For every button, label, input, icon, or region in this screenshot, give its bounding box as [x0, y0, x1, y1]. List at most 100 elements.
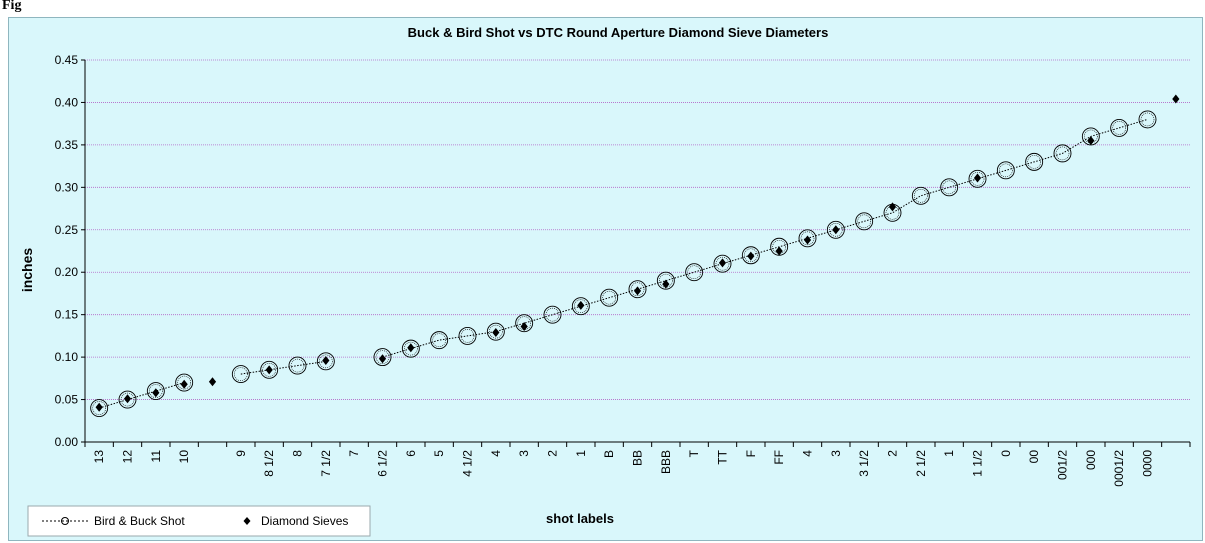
bird-buck-shot-point-inner — [432, 333, 446, 347]
x-tick-label: 6 1/2 — [376, 450, 390, 477]
bird-buck-shot-point-inner — [659, 273, 673, 288]
x-tick-label: 00 — [1027, 450, 1041, 464]
x-tick-label: 5 — [432, 450, 446, 457]
x-tick-label: 0000 — [1141, 450, 1155, 477]
bird-buck-shot-point — [600, 288, 619, 307]
x-tick-label: 2 — [546, 450, 560, 457]
bird-buck-shot-point — [260, 360, 279, 379]
x-tick-label: T — [687, 449, 701, 457]
y-tick-label: 0.40 — [55, 95, 79, 109]
diamond-sieve-point — [775, 246, 783, 256]
diamond-sieve-point — [152, 388, 160, 398]
diamond-sieve-point — [180, 379, 188, 389]
bird-buck-shot-point-inner — [999, 163, 1013, 178]
x-tick-label: 3 — [829, 450, 843, 457]
bird-buck-shot-point-inner — [545, 307, 560, 322]
y-axis-title: inches — [19, 248, 35, 293]
bird-buck-shot-point-inner — [517, 316, 531, 330]
bird-buck-shot-point — [685, 263, 704, 282]
x-tick-label: B — [602, 450, 616, 458]
series-line-segment — [99, 382, 185, 409]
bird-buck-shot-point — [430, 331, 449, 350]
bird-buck-shot-point-inner — [630, 282, 645, 297]
bird-buck-shot-point — [571, 297, 590, 316]
diamond-sieve-point — [973, 173, 982, 183]
bird-buck-shot-point-inner — [715, 256, 730, 271]
diamond-sieve-point — [322, 356, 330, 366]
bird-buck-shot-point-inner — [574, 299, 588, 313]
gridlines — [85, 59, 1190, 400]
bird-buck-shot-point — [855, 212, 874, 231]
bird-buck-shot-point — [231, 365, 250, 384]
bird-buck-shot-point — [911, 186, 930, 205]
bird-buck-shot-point — [713, 254, 732, 273]
diamond-sieve-point — [407, 343, 415, 353]
x-tick-label: 0 — [999, 450, 1013, 457]
bird-buck-shot-point-inner — [772, 239, 786, 254]
diamond-sieve-point — [95, 402, 103, 412]
x-tick-label: F — [744, 450, 758, 457]
bird-buck-shot-point-inner — [460, 329, 475, 343]
bird-buck-shot-point-inner — [234, 367, 248, 381]
diamond-sieve-point — [577, 300, 585, 310]
x-tick-label: 2 1/2 — [914, 450, 928, 477]
bird-buck-shot-point-inner — [262, 363, 276, 377]
x-tick-label: 1 1/2 — [971, 450, 985, 477]
x-tick-label: 8 1/2 — [262, 450, 276, 477]
y-tick-label: 0.10 — [55, 350, 79, 364]
x-tick-label: 001/2 — [1056, 450, 1070, 480]
x-tick-label: 12 — [121, 450, 135, 464]
bird-buck-shot-point — [656, 271, 675, 290]
bird-buck-shot-point-inner — [404, 341, 418, 356]
bird-buck-shot-point-inner — [602, 290, 616, 305]
y-tick-label: 0.00 — [55, 435, 79, 449]
bird-buck-shot-point — [90, 399, 109, 417]
x-axis: 13 12 11 10 9 8 1/2 8 7 1/2 7 6 1/2 6 5 4 1/2 4 3 2 1 B BB… — [84, 441, 1191, 487]
bird-buck-shot-point-inner — [970, 172, 985, 186]
bird-buck-shot-point — [996, 161, 1015, 180]
x-tick-label: 11 — [149, 450, 163, 463]
bird-buck-shot-point-inner — [92, 401, 106, 415]
x-tick-label: 9 — [234, 450, 248, 457]
x-tick-label: 0001/2 — [1112, 450, 1126, 487]
bird-buck-shot-point — [798, 229, 817, 248]
bird-buck-shot-point — [1025, 152, 1044, 171]
x-tick-label: 7 1/2 — [319, 450, 333, 477]
bird-buck-shot-point — [1138, 110, 1157, 129]
legend-box — [27, 505, 371, 537]
bird-buck-shot-point-inner — [744, 248, 758, 263]
x-tick-label: 4 1/2 — [461, 450, 475, 477]
bird-buck-shot-point — [316, 352, 335, 371]
bird-buck-shot-point-inner — [687, 265, 701, 280]
bird-buck-shot-point — [1110, 118, 1129, 137]
bird-buck-shot-point-inner — [120, 392, 135, 407]
bird-buck-shot-point-inner — [1027, 155, 1041, 169]
x-tick-label: BBB — [659, 450, 673, 474]
bird-buck-shot-point — [741, 246, 760, 265]
diamond-sieve-point — [1087, 136, 1095, 146]
diamond-sieve-point — [123, 394, 132, 404]
x-tick-label: 4 — [801, 450, 815, 457]
bird-buck-shot-point — [146, 382, 165, 401]
y-tick-label: 0.15 — [55, 308, 79, 322]
diamond-sieve-point — [633, 286, 642, 296]
bird-buck-shot-point — [628, 280, 647, 299]
bird-buck-shot-point-inner — [1055, 146, 1070, 161]
diamond-sieve-point — [832, 225, 840, 235]
diamond-sieve-point — [1172, 94, 1180, 104]
diamond-sieve-point — [747, 251, 755, 261]
x-tick-label: TT — [716, 449, 730, 464]
x-tick-label: 4 — [489, 450, 503, 457]
bird-buck-shot-point-inner — [319, 354, 333, 369]
x-tick-label: 3 — [517, 450, 531, 457]
y-tick-label: 0.05 — [55, 393, 79, 407]
y-axis: 0.00 0.05 0.10 0.15 0.20 0.25 0.30 0.35 0.40 0.45 — [55, 53, 86, 449]
diamond-sieve-point — [803, 235, 812, 245]
legend-swatch-line — [42, 517, 88, 525]
x-tick-label: 1 — [942, 450, 956, 457]
series-line-layer — [99, 118, 1148, 409]
diamond-sieve-point — [888, 202, 897, 212]
figure-label: Fig — [2, 0, 22, 13]
x-tick-label: 3 1/2 — [857, 450, 871, 477]
bird-buck-shot-point-inner — [829, 222, 843, 237]
